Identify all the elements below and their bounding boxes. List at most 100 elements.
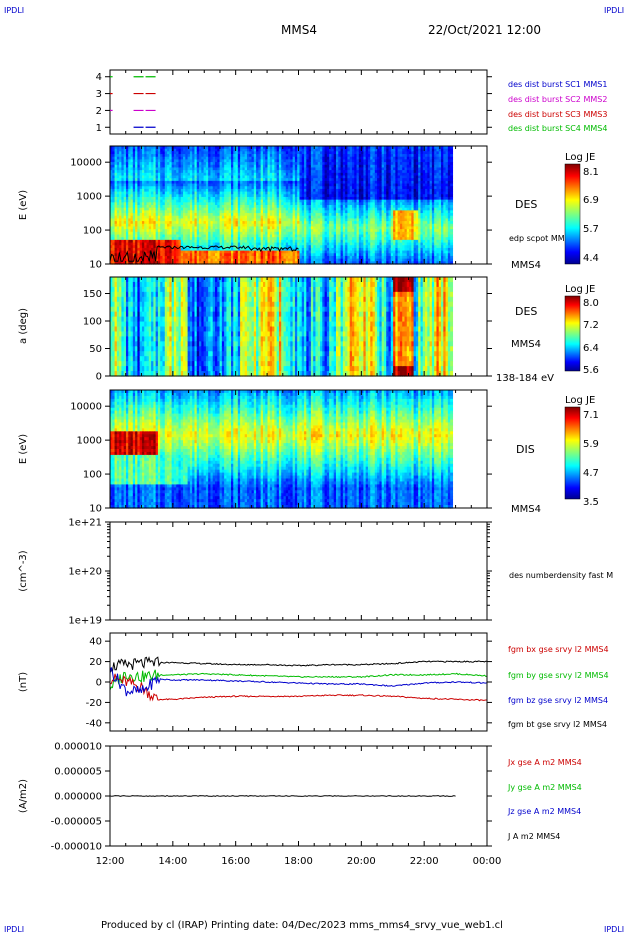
des-energy-cell (196, 242, 200, 246)
des-energy-cell (187, 215, 191, 220)
des-energy-cell (217, 207, 221, 211)
des-energy-cell (123, 164, 127, 169)
des-energy-cell (187, 226, 191, 230)
des-energy-cell (219, 218, 223, 222)
des-energy-cell (180, 239, 184, 244)
des-energy-cell (155, 207, 159, 211)
des-energy-cell (160, 191, 164, 195)
des-energy-cell (233, 242, 237, 246)
des-energy-cell (160, 196, 164, 201)
des-energy-cell (217, 191, 221, 195)
des-energy-cell (164, 215, 168, 220)
des-energy-cell (139, 196, 143, 201)
des-energy-cell (121, 242, 125, 246)
des-energy-cell (123, 162, 127, 166)
des-energy-cell (189, 186, 193, 190)
des-energy-cell (160, 172, 164, 177)
des-energy-cell (157, 162, 161, 166)
des-energy-cell (253, 164, 257, 169)
des-energy-cell (231, 218, 234, 222)
des-energy-cell (240, 156, 244, 161)
des-energy-cell (119, 154, 123, 158)
status-legend-mms3: des dist burst SC3 MMS3 (508, 110, 607, 119)
des-energy-cell (139, 180, 143, 185)
des-energy-cell (235, 231, 239, 236)
des-energy-cell (137, 178, 141, 182)
des-energy-cell (153, 210, 157, 214)
des-energy-cell (224, 261, 228, 265)
des-energy-cell (199, 205, 202, 209)
des-energy-cell (249, 167, 253, 171)
des-energy-cell (121, 186, 125, 190)
des-energy-cell (162, 237, 166, 241)
des-energy-cell (237, 231, 241, 236)
des-energy-cell (121, 202, 125, 206)
des-energy-cell (233, 245, 237, 249)
des-energy-cell (160, 170, 164, 174)
des-energy-cell (164, 172, 168, 177)
des-energy-cell (164, 151, 168, 155)
des-energy-cell (116, 221, 120, 225)
des-energy-cell (246, 239, 250, 244)
des-energy-cell (173, 146, 177, 150)
des-energy-cell (144, 191, 148, 195)
des-energy-cell (135, 202, 138, 206)
des-energy-cell (201, 239, 205, 244)
des-energy-cell (221, 146, 225, 150)
des-energy-cell (217, 239, 221, 244)
des-energy-cell (167, 221, 170, 225)
des-energy-cell (178, 205, 182, 209)
des-energy-cell (244, 202, 248, 206)
des-energy-cell (132, 170, 136, 174)
des-energy-cell (137, 199, 141, 203)
des-energy-cell (176, 245, 180, 249)
des-energy-cell (205, 146, 209, 150)
des-energy-cell (187, 154, 191, 158)
des-energy-cell (160, 247, 164, 252)
des-energy-cell (226, 191, 230, 195)
des-energy-cell (233, 261, 237, 265)
des-energy-cell (237, 196, 241, 201)
des-energy-cell (180, 194, 184, 198)
des-energy-cell (164, 234, 168, 238)
des-energy-cell (219, 186, 223, 190)
des-energy-cell (251, 202, 255, 206)
des-energy-cell (221, 178, 225, 182)
des-energy-cell (205, 205, 209, 209)
des-energy-cell (178, 148, 182, 152)
des-energy-cell (132, 223, 136, 228)
des-energy-cell (151, 180, 154, 185)
des-energy-cell (194, 229, 198, 233)
des-energy-cell (219, 156, 223, 161)
des-energy-cell (217, 221, 221, 225)
des-energy-cell (219, 255, 223, 260)
des-energy-cell (235, 186, 239, 190)
des-energy-cell (162, 250, 166, 254)
des-energy-cell (233, 156, 237, 161)
des-energy-cell (155, 226, 159, 230)
des-energy-cell (205, 255, 209, 260)
des-energy-cell (155, 162, 159, 166)
des-energy-cell (155, 223, 159, 228)
des-energy-cell (212, 178, 216, 182)
des-energy-cell (242, 164, 246, 169)
des-energy-cell (137, 167, 141, 171)
des-energy-cell (199, 159, 202, 163)
des-energy-cell (116, 194, 120, 198)
des-energy-cell (194, 159, 198, 163)
des-energy-cell (203, 146, 207, 150)
des-energy-cell (144, 148, 148, 152)
des-energy-cell (253, 210, 257, 214)
des-energy-cell (199, 261, 202, 265)
des-energy-cell (130, 146, 134, 150)
des-energy-cell (224, 226, 228, 230)
des-energy-cell (144, 188, 148, 193)
des-energy-cell (226, 218, 230, 222)
des-energy-cell (128, 162, 132, 166)
des-energy-cell (242, 196, 246, 201)
des-energy-cell (160, 194, 164, 198)
des-energy-cell (146, 242, 150, 246)
des-energy-cell (237, 170, 241, 174)
des-energy-cell (217, 213, 221, 217)
des-energy-cell (183, 239, 186, 244)
